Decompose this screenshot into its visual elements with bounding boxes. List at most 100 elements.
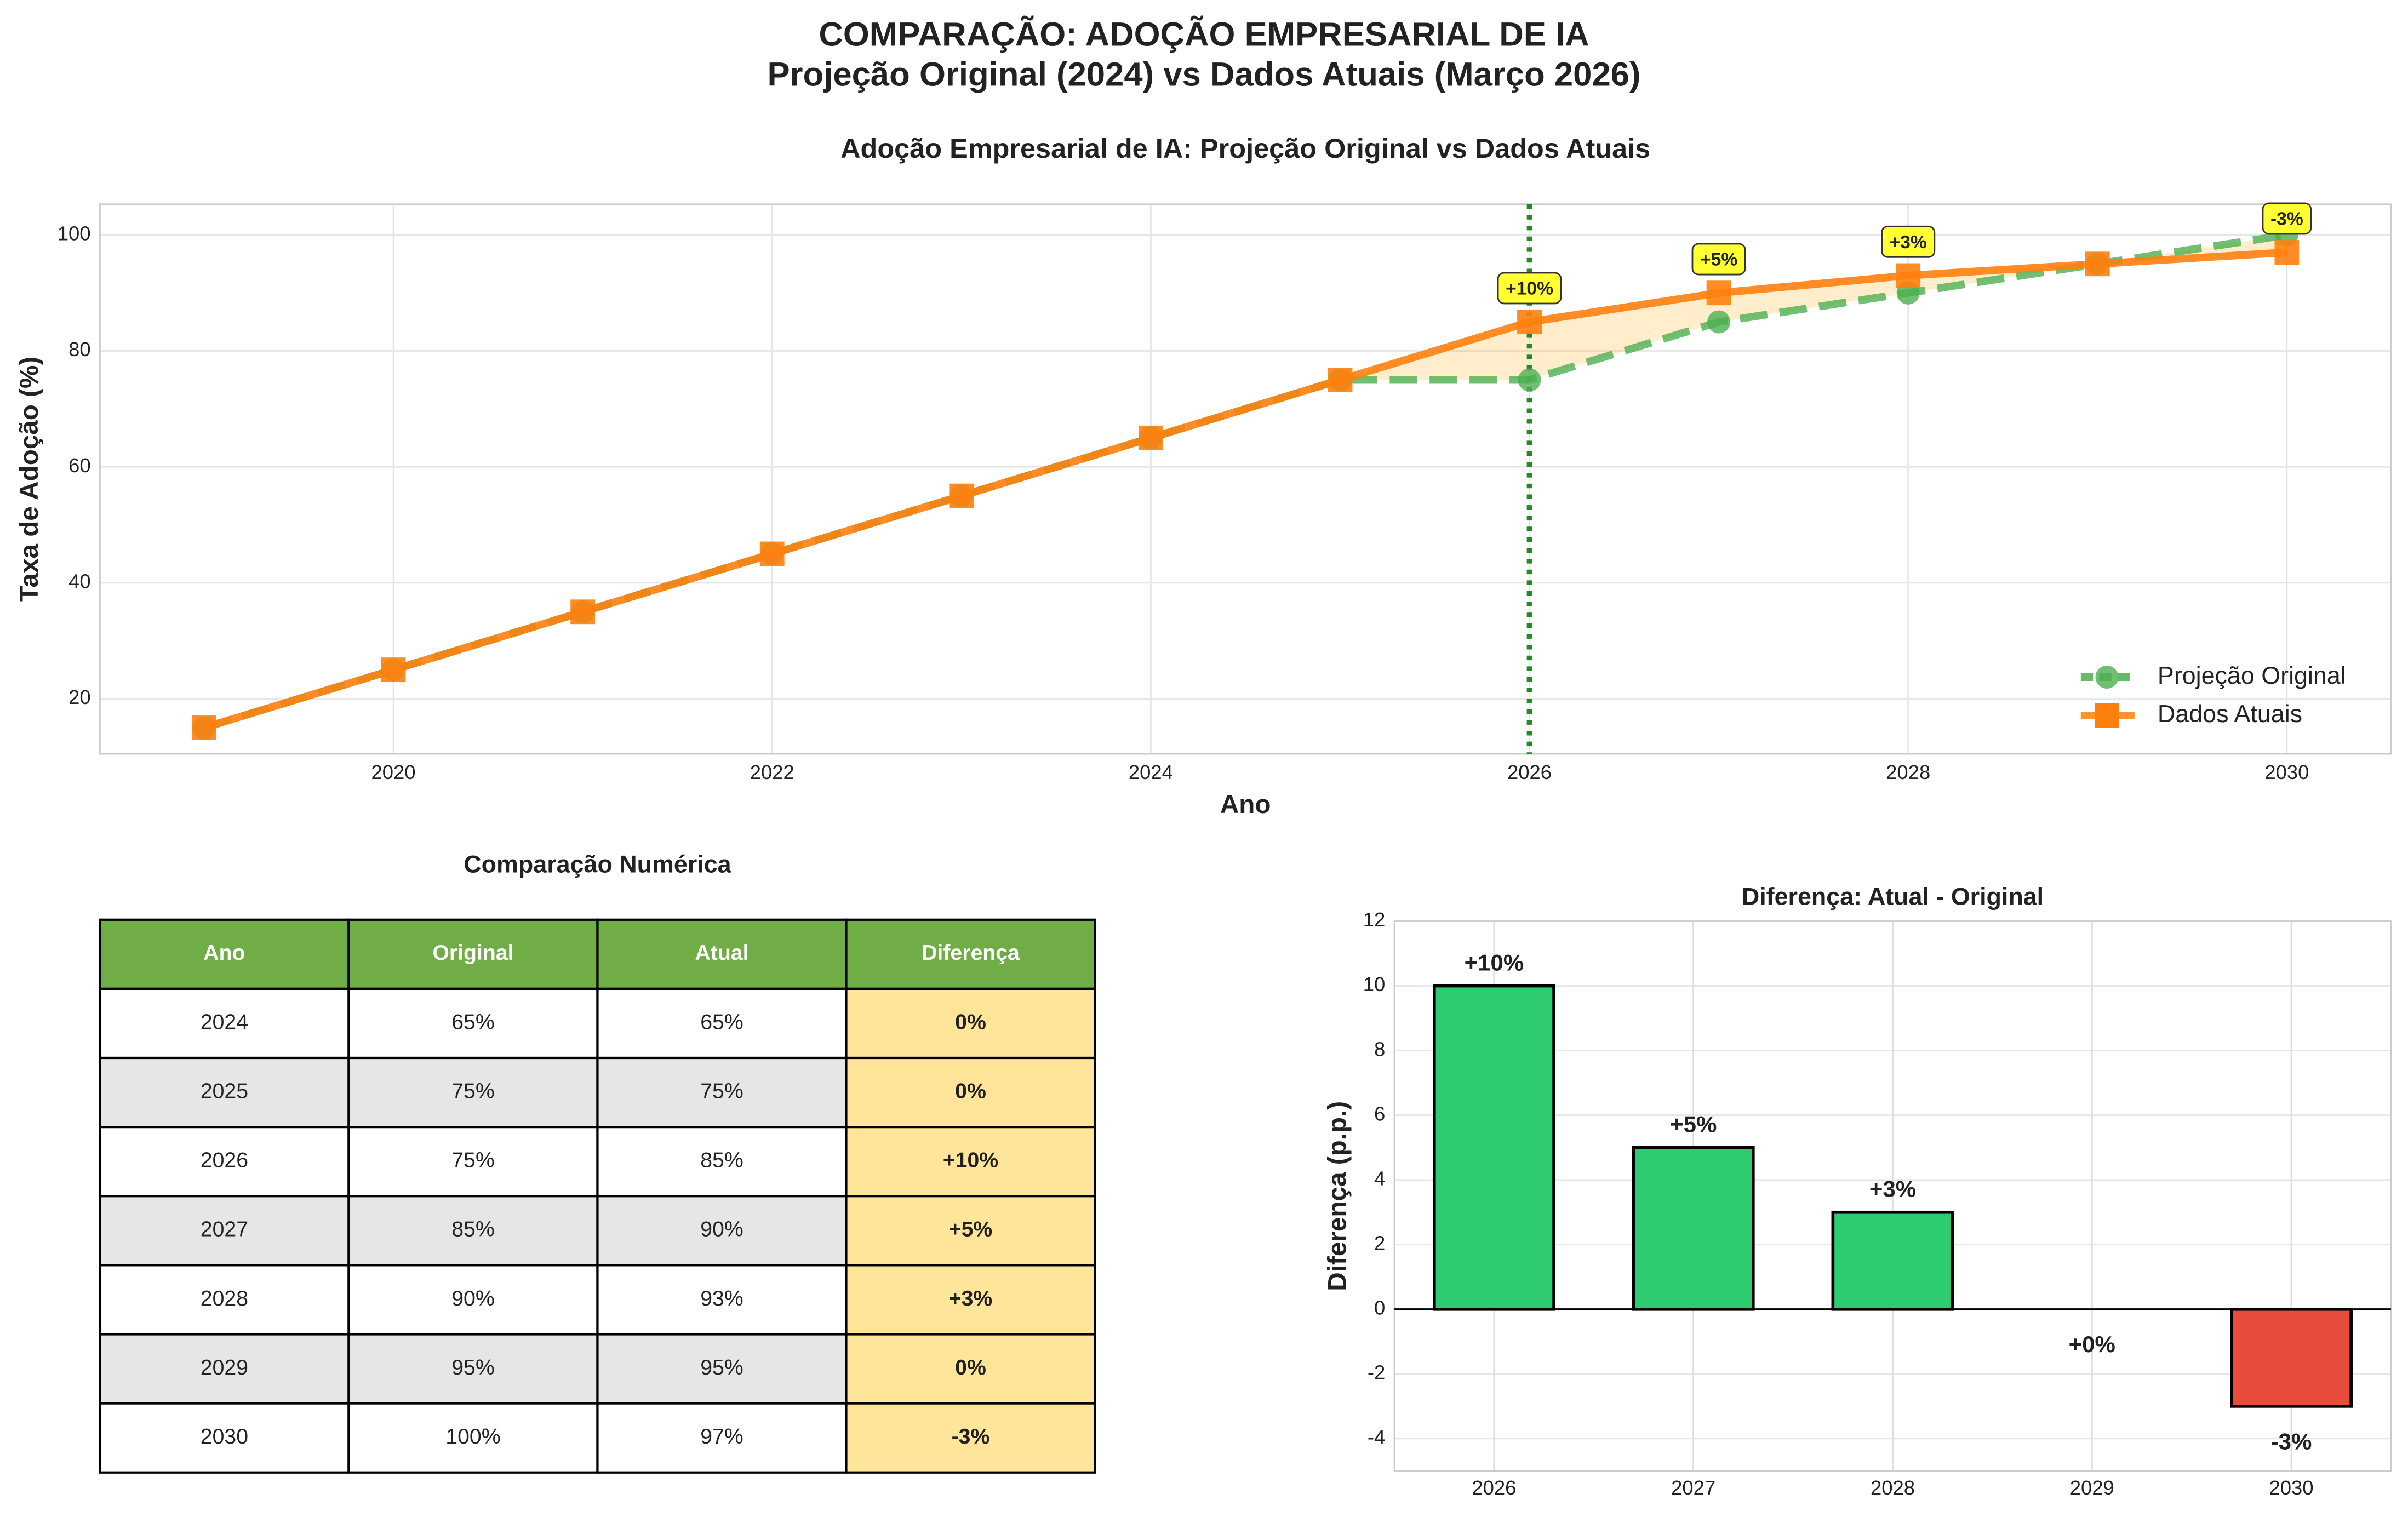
- table-cell: [596, 1195, 848, 1267]
- y-tick-label: 20: [68, 686, 91, 708]
- cell-text: 85%: [700, 1148, 743, 1172]
- marker: [1706, 280, 1731, 306]
- annotation-box: [1497, 272, 1562, 305]
- table-cell: [596, 1056, 848, 1129]
- table-cell: [845, 1402, 1096, 1474]
- legend-label: Dados Atuais: [2158, 700, 2302, 728]
- table-cell: [347, 1333, 599, 1405]
- cell-text: +10%: [943, 1148, 998, 1172]
- cell-text: 75%: [700, 1079, 743, 1103]
- plot-frame: [1393, 920, 2392, 1472]
- marker: [570, 599, 596, 625]
- y-tick-label: 100: [58, 222, 91, 244]
- y-axis-label: Taxa de Adoção (%): [15, 357, 44, 602]
- cell-text: 2028: [201, 1286, 248, 1310]
- difference-area: [204, 234, 2287, 728]
- y-tick-label: 2: [1374, 1232, 1385, 1254]
- table-cell: [347, 1195, 599, 1267]
- cell-text: +3%: [949, 1286, 993, 1310]
- value-label: +0%: [2069, 1331, 2115, 1357]
- value-label: +10%: [1465, 949, 1524, 975]
- table-cell: [845, 1056, 1096, 1129]
- header-text: Original: [432, 941, 513, 965]
- marker: [381, 657, 406, 683]
- bar: [2230, 1308, 2353, 1408]
- x-tick-label: 2029: [2070, 1476, 2114, 1499]
- cell-text: -3%: [952, 1424, 990, 1449]
- x-tick-label: 2020: [371, 761, 416, 783]
- cell-text: 75%: [451, 1079, 495, 1103]
- table-cell: [596, 1402, 848, 1474]
- x-tick-label: 2027: [1671, 1476, 1715, 1499]
- series-line: [203, 248, 2287, 732]
- cell-text: +5%: [949, 1217, 993, 1241]
- cell-text: 65%: [451, 1010, 495, 1034]
- annotation: +3%: [1881, 225, 1936, 258]
- table-cell: [99, 987, 350, 1060]
- value-label: -3%: [2271, 1428, 2312, 1454]
- y-tick-label: 6: [1374, 1102, 1385, 1125]
- header-cell: [347, 918, 599, 990]
- marker: [1517, 310, 1542, 335]
- annotation-text: +10%: [1506, 279, 1553, 299]
- annotation-text: +3%: [1890, 232, 1927, 253]
- marker: [1518, 368, 1541, 392]
- y-tick-label: 10: [1363, 973, 1386, 995]
- table-title: Comparação Numérica: [464, 850, 731, 878]
- annotation: +5%: [1691, 243, 1746, 276]
- table-cell: [99, 1333, 350, 1405]
- table-cell: [596, 1126, 848, 1198]
- x-tick-label: 2028: [1886, 761, 1930, 783]
- annotation-box: [1881, 225, 1936, 258]
- table-cell: [99, 1402, 350, 1474]
- cell-text: 0%: [955, 1010, 986, 1034]
- x-tick-label: 2022: [750, 761, 794, 783]
- y-tick-label: 60: [68, 454, 91, 477]
- marker: [949, 483, 974, 508]
- table-cell: [347, 1126, 599, 1198]
- table-cell: [347, 987, 599, 1060]
- value-label: +5%: [1670, 1112, 1717, 1137]
- cell-text: 95%: [451, 1355, 495, 1379]
- series-line: [203, 231, 2287, 732]
- table-cell: [99, 1056, 350, 1129]
- value-label: +3%: [1869, 1176, 1916, 1202]
- cell-text: 85%: [451, 1217, 495, 1241]
- annotation-text: +5%: [1700, 250, 1737, 270]
- cell-text: 93%: [700, 1286, 743, 1310]
- header-cell: [99, 918, 350, 990]
- chart-title: Diferença: Atual - Original: [1742, 882, 2044, 910]
- annotation-box: [2262, 202, 2312, 235]
- marker: [1896, 263, 1921, 288]
- table-cell: [596, 1264, 848, 1336]
- x-tick-label: 2026: [1472, 1476, 1516, 1499]
- chart-title: Adoção Empresarial de IA: Projeção Origi…: [840, 133, 1650, 164]
- marker: [1707, 310, 1731, 334]
- cell-text: 2024: [201, 1010, 248, 1034]
- y-tick-label: 8: [1374, 1038, 1385, 1060]
- cell-text: 75%: [451, 1148, 495, 1172]
- annotation-text: -3%: [2270, 209, 2303, 230]
- y-tick-label: -4: [1368, 1426, 1385, 1449]
- y-axis-label: Diferença (p.p.): [1323, 1101, 1352, 1291]
- table-cell: [845, 1195, 1096, 1267]
- x-tick-label: 2024: [1129, 761, 1173, 783]
- cell-text: 2030: [201, 1424, 248, 1449]
- table-cell: [845, 1264, 1096, 1336]
- marker: [2274, 240, 2300, 265]
- annotation-box: [1691, 243, 1746, 276]
- y-tick-label: 40: [68, 570, 91, 592]
- bar: [1632, 1146, 1755, 1311]
- y-tick-label: 12: [1363, 908, 1386, 931]
- cell-text: 90%: [451, 1286, 495, 1310]
- cell-text: 0%: [955, 1079, 986, 1103]
- legend-marker: [2095, 665, 2119, 689]
- marker: [759, 541, 785, 566]
- marker: [1328, 368, 1353, 392]
- marker: [192, 715, 216, 740]
- legend-label: Projeção Original: [2158, 661, 2346, 689]
- bar: [1831, 1210, 1954, 1311]
- cell-text: 65%: [700, 1010, 743, 1034]
- legend-marker: [2095, 703, 2119, 728]
